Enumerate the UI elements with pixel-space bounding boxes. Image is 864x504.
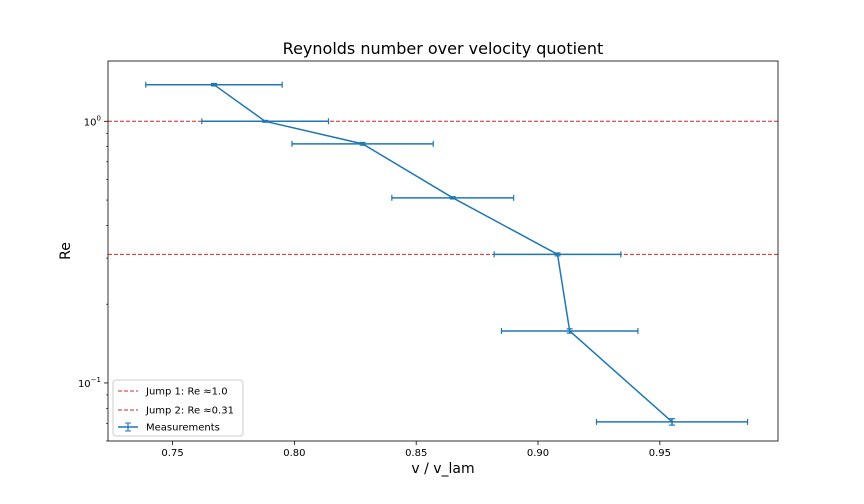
x-tick-label: 0.80 — [283, 448, 305, 459]
plot-area — [107, 60, 779, 442]
data-point — [145, 81, 283, 88]
x-axis: 0.75 0.80 0.85 0.90 0.95 — [161, 441, 671, 459]
data-point — [291, 140, 434, 147]
plot-frame — [107, 60, 779, 442]
series-layer — [145, 81, 749, 426]
y-axis-title: Re — [58, 242, 74, 260]
x-tick-label: 0.95 — [649, 448, 671, 459]
legend-box — [112, 379, 244, 437]
x-axis-title: v / v_lam — [411, 461, 474, 477]
data-point — [595, 418, 749, 426]
y-tick-label: 10−1 — [78, 376, 101, 390]
x-tick-label: 0.85 — [405, 448, 427, 459]
data-point — [391, 194, 515, 201]
data-point — [493, 251, 622, 258]
plot-background — [108, 61, 778, 441]
legend: Jump 1: Re ≈1.0 Jump 2: Re ≈0.31 Measureme… — [112, 379, 244, 437]
x-tick-label: 0.90 — [527, 448, 549, 459]
y-axis: 100 10−1 — [78, 114, 108, 442]
data-point — [201, 118, 330, 125]
y-tick-label: 100 — [84, 114, 101, 128]
chart-title: Reynolds number over velocity quotient — [283, 39, 604, 58]
legend-label: Measurements — [146, 423, 220, 434]
data-point — [500, 327, 639, 334]
legend-label: Jump 2: Re ≈0.31 — [145, 406, 234, 417]
legend-label: Jump 1: Re ≈1.0 — [145, 387, 228, 398]
x-tick-label: 0.75 — [161, 448, 183, 459]
